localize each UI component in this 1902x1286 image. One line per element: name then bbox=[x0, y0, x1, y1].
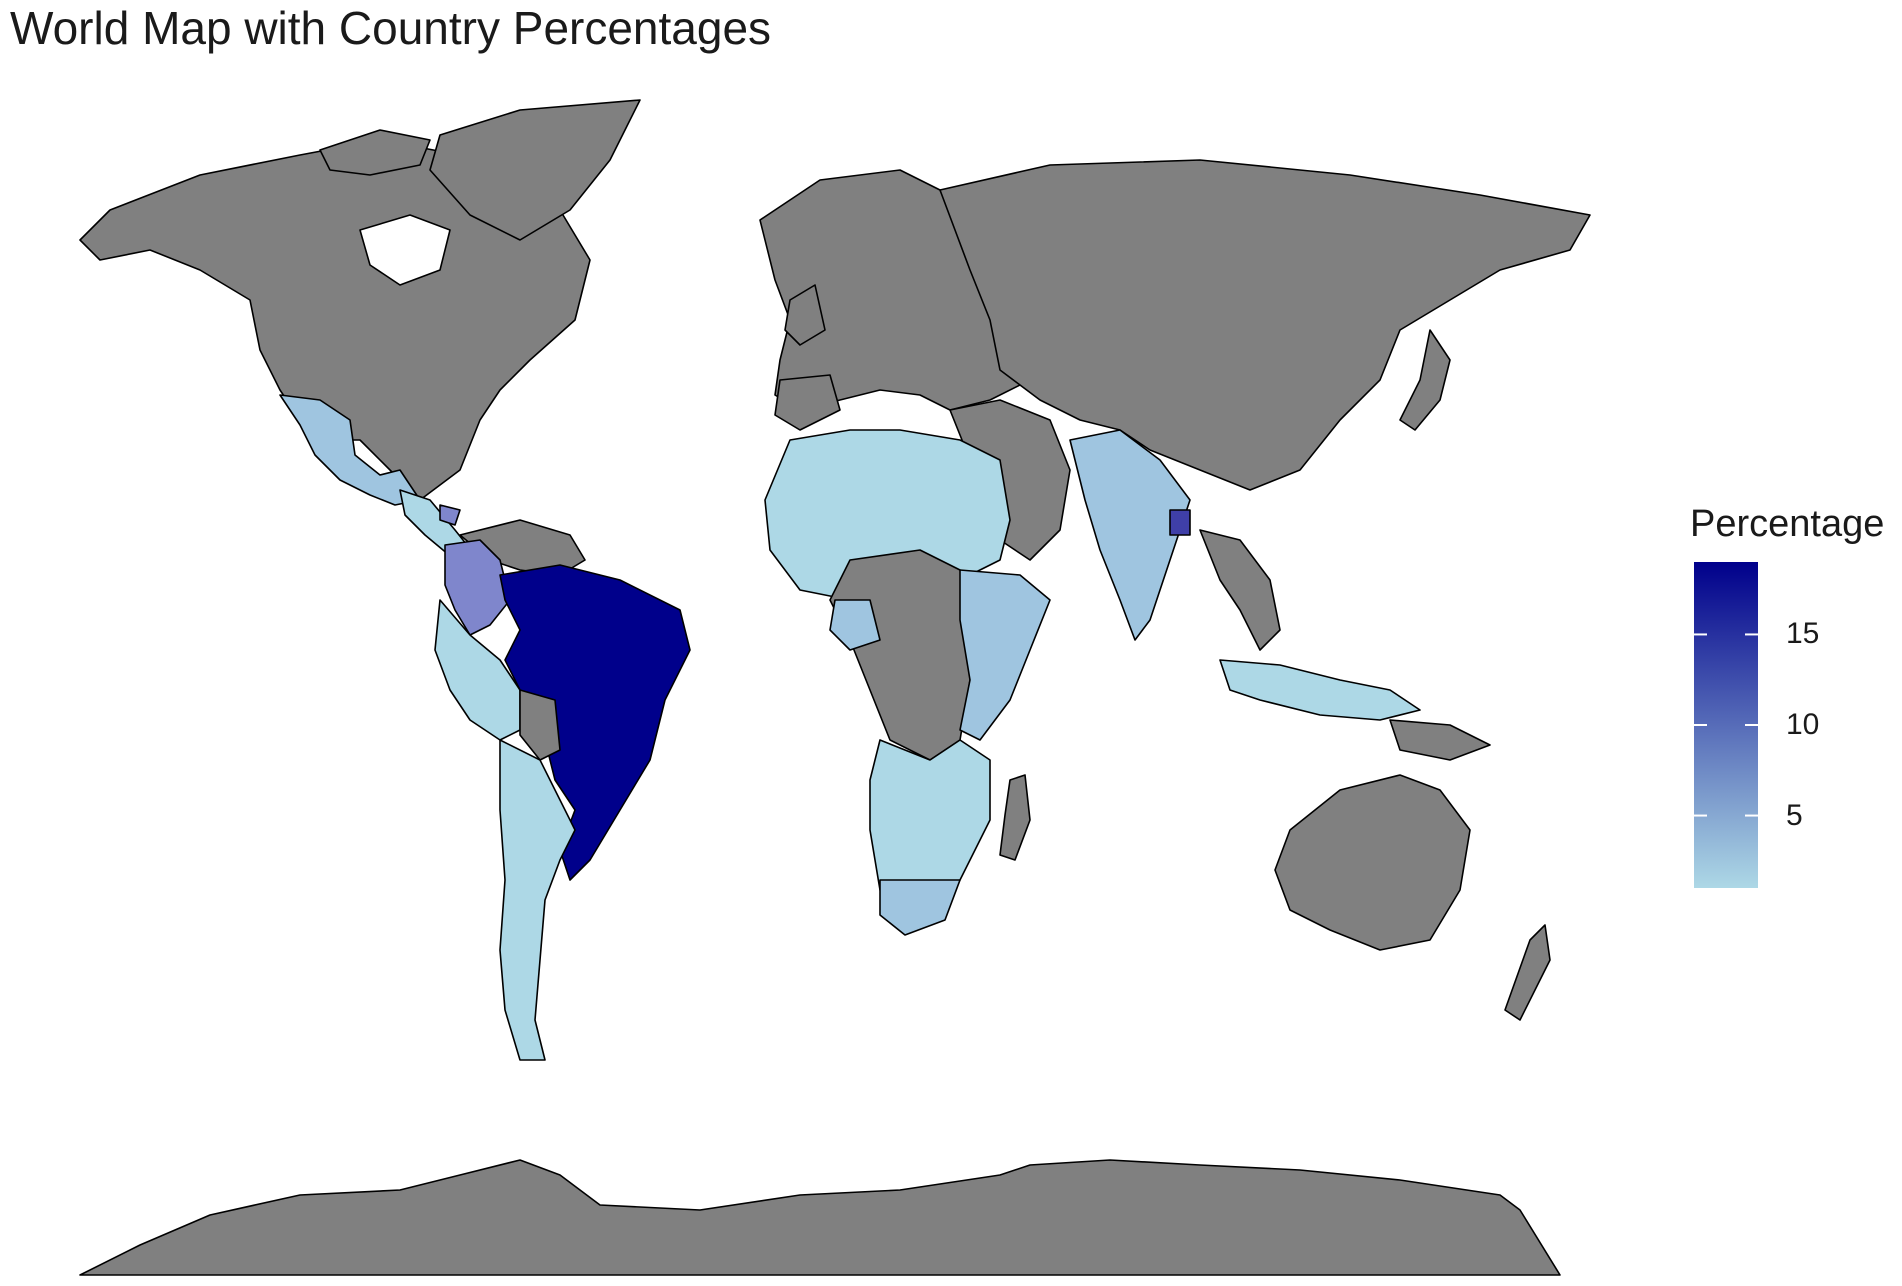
australia bbox=[1274, 774, 1471, 951]
world-map bbox=[79, 99, 1591, 1276]
legend-title: Percentage bbox=[1690, 503, 1885, 545]
antarctica bbox=[79, 1159, 1561, 1276]
bolivia bbox=[519, 689, 561, 761]
russia-asia bbox=[939, 159, 1591, 491]
japan bbox=[1399, 329, 1451, 431]
legend-tick-label: 5 bbox=[1786, 798, 1803, 832]
central-africa bbox=[829, 549, 981, 761]
iberia bbox=[774, 374, 841, 431]
bangladesh bbox=[1169, 509, 1191, 536]
southern-cone bbox=[499, 739, 576, 1061]
south-africa bbox=[879, 879, 961, 936]
north-africa bbox=[764, 429, 1011, 601]
indonesia bbox=[1219, 659, 1421, 721]
hudson-bay bbox=[359, 214, 451, 286]
map-title: World Map with Country Percentages bbox=[10, 2, 772, 54]
nigeria bbox=[829, 599, 881, 651]
colombia bbox=[444, 539, 511, 636]
arctic-islands bbox=[319, 129, 431, 176]
pakistan-india bbox=[1069, 429, 1191, 641]
southeast-asia bbox=[1199, 529, 1281, 651]
east-africa bbox=[959, 569, 1051, 741]
legend-colorbar bbox=[1694, 562, 1758, 888]
brazil bbox=[499, 564, 691, 881]
uk-ireland bbox=[784, 284, 826, 346]
ecuador-peru bbox=[434, 599, 521, 741]
new-guinea bbox=[1389, 719, 1491, 761]
new-zealand bbox=[1504, 924, 1551, 1021]
greenland bbox=[429, 99, 641, 241]
color-legend: Percentage 5 10 15 bbox=[1690, 500, 1902, 900]
legend-tick-label: 15 bbox=[1786, 617, 1820, 651]
madagascar bbox=[999, 774, 1031, 861]
legend-tick-label: 10 bbox=[1786, 708, 1820, 741]
honduras bbox=[439, 504, 461, 526]
